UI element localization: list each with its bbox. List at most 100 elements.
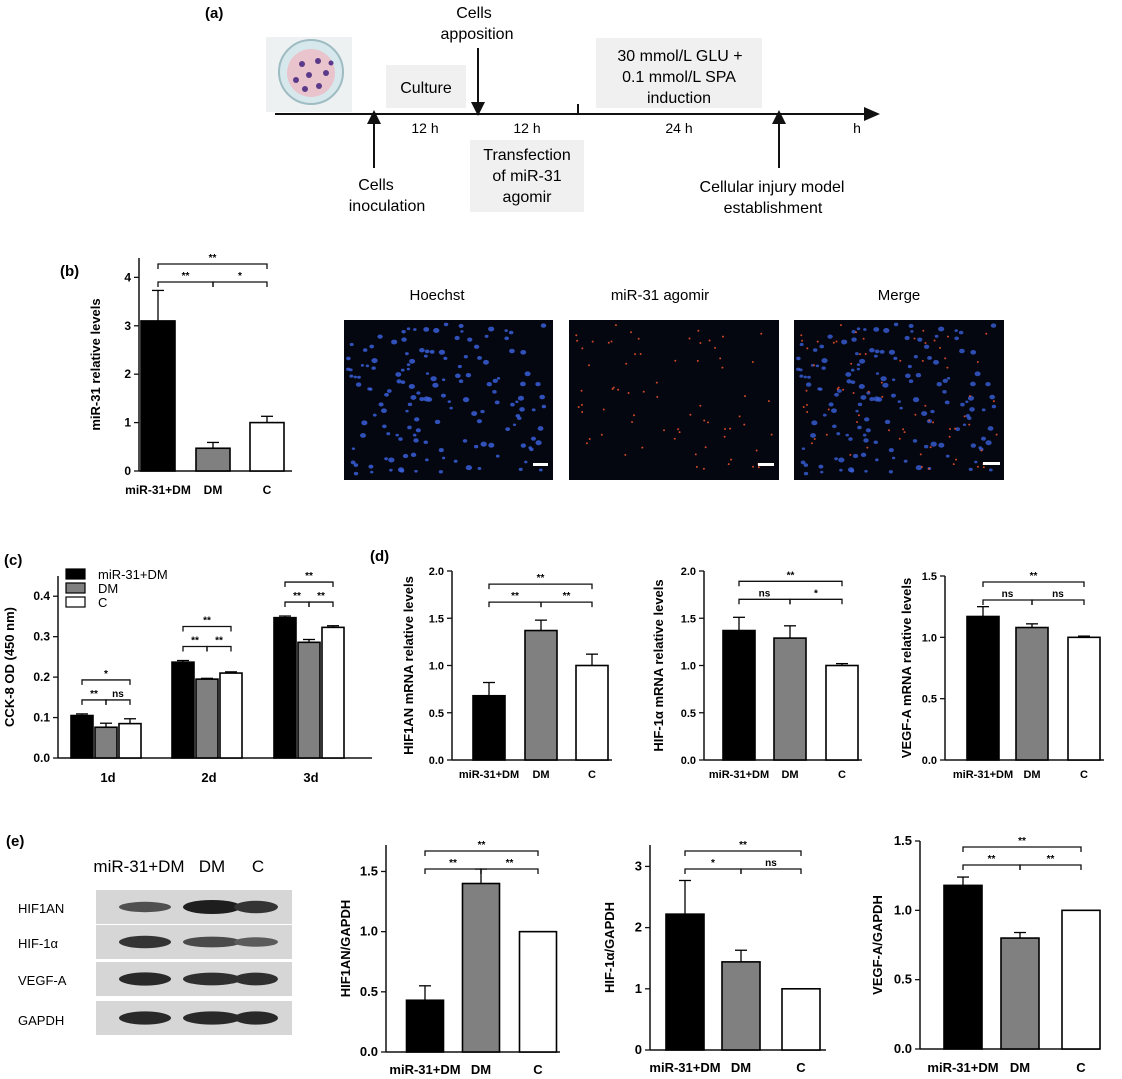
nucleus-dot [353,471,359,476]
nucleus-dot [821,366,826,370]
chart-e2-bracket-1-line [740,868,802,874]
nucleus-dot [927,355,933,360]
nucleus-dot [851,330,856,334]
scale-bar-agomir [758,463,774,466]
nucleus-dot [454,335,460,341]
chart-e1-bracket-2-label: ** [478,840,486,851]
injury-arrowhead [772,110,786,124]
chart-c-group-label-0: 1d [100,770,115,785]
chart-b-bracket-0-label: ** [182,271,190,282]
nucleus-dot [860,395,867,400]
blot-row-label-3: VEGF-A [18,973,67,988]
injury-label-line2: establishment [724,200,823,217]
agomir-dot [591,340,594,343]
chart-d3-bracket-2-line [982,581,1085,587]
agomir-dot [755,449,758,452]
nucleus-dot [520,381,526,387]
agomir-dot [806,411,809,414]
chart-c-bar-2d-2 [219,672,243,759]
chart-d2-bracket-1-line [789,598,843,605]
nucleus-dot [834,457,839,461]
nucleus-dot [382,424,387,429]
agomir-dot [948,428,951,431]
chart-b-bracket-2-line [157,263,268,269]
nucleus-dot [517,416,522,420]
nucleus-dot [959,348,965,354]
chart-c-bracket-2-1-label: ** [317,591,325,602]
nucleus-dot [815,364,820,368]
chart-e2-bracket-0-line [684,868,742,874]
nucleus-dot [958,330,964,335]
chart-d3-ylabel: VEGF-A mRNA relative levels [899,578,914,758]
agomir-dot [806,347,809,350]
chart-b-category-label-1: DM [204,483,223,497]
agomir-dot [625,362,628,365]
nucleus-dot [827,334,833,339]
chart-c-bracket-2-2-label: ** [305,571,313,582]
chart-e1-bracket-1-line [480,868,539,874]
chart-b-bar-2 [249,421,285,472]
chart-e1-bracket-2-line [424,850,539,856]
chart-d1-ylabel: HIF1AN mRNA relative levels [401,576,416,755]
agomir-dot [946,335,949,338]
chart-e3-bar-1 [1000,937,1040,1050]
agomir-dot [617,388,620,391]
nucleus-dot [838,457,845,463]
nucleus-dot [944,400,950,405]
nucleus-dot [520,443,527,448]
panel-label-c: (c) [4,552,22,569]
agomir-dot [637,337,640,340]
culture-label: Culture [400,80,452,97]
nucleus-dot [349,342,354,347]
nucleus-dot [938,326,945,332]
nucleus-dot [414,417,420,422]
agomir-dot [694,453,697,456]
chart-e2-ytick-label-3: 3 [635,858,642,873]
agomir-dot [730,458,733,461]
chart-d2-ytick-label-4: 2.0 [681,566,696,578]
chart-e1-ytick-label-2: 1.0 [360,924,378,939]
chart-d2-ytick-label-2: 1.0 [681,661,696,673]
agomir-dot [913,337,916,340]
chart-b-bar-0 [140,320,176,472]
nucleus-dot [443,322,449,327]
agomir-dot [607,341,610,344]
time-unit: h [853,120,861,136]
chart-d1-category-label-2: C [588,769,596,781]
chart-e3-ytick-label-0: 0.0 [894,1041,912,1056]
transfection-box [470,140,584,212]
chart-d1-bracket-0-label: ** [511,591,519,602]
chart-b-ylabel: miR-31 relative levels [88,298,103,430]
chart-d3-bar-2 [1067,636,1101,761]
chart-d2-bracket-2-line [738,580,843,587]
chart-e3-bracket-2-label: ** [1018,836,1026,847]
nucleus-dot [540,323,547,328]
nucleus-dot [884,419,891,425]
nucleus-dot [396,379,402,384]
duration-3: 24 h [665,120,692,136]
scale-bar-merge [983,462,1000,465]
chart-d1-bar-2 [575,664,609,761]
nucleus-dot [836,389,842,393]
chart-d2-category-label-0: miR-31+DM [709,769,769,781]
chart-e3-ytick-label-3: 1.5 [894,833,912,848]
nucleus-dot [803,471,809,476]
nucleus-dot [857,425,862,430]
nucleus-dot [897,400,902,403]
blot-band-0-0 [119,901,171,913]
chart-e2-bracket-0-label: * [711,858,715,869]
nucleus-dot [807,375,811,379]
nucleus-dot [471,411,478,416]
panel-a: (a) Culture Cells [205,5,880,217]
chart-d1-bracket-2-line [488,583,593,590]
nucleus-dot [836,432,841,436]
nucleus-dot [429,349,435,354]
chart-e2-category-label-1: DM [731,1060,751,1075]
agomir-dot [673,437,676,440]
image-title-agomir: miR-31 agomir [611,287,709,304]
agomir-dot [575,334,578,337]
nucleus-dot [480,409,485,414]
nucleus-dot [890,393,896,398]
nucleus-dot [372,413,377,417]
nucleus-dot [410,395,417,400]
